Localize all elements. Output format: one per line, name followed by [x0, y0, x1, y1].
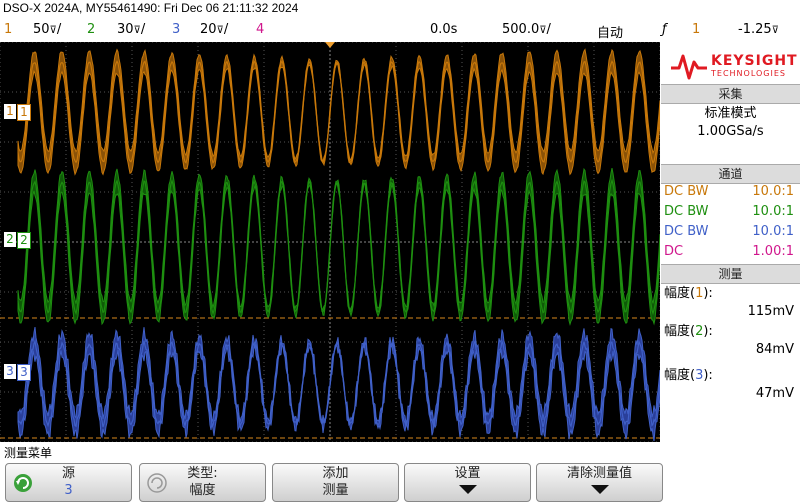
ch2-label: 2 [17, 232, 31, 249]
ch1-scale[interactable]: 50⊽/ [33, 22, 62, 37]
measurement-1-label: 幅度(1): [664, 286, 713, 301]
keysight-wave-icon [671, 54, 707, 80]
measurement-3-value: 47mV [755, 386, 794, 401]
ch3-label: 3 [17, 364, 31, 381]
measure-header: 测量 [661, 264, 800, 284]
settings-softkey[interactable]: 设置 [404, 463, 531, 502]
ch3-scale[interactable]: 20⊽/ [200, 22, 229, 37]
measurement-3-label: 幅度(3): [664, 368, 713, 383]
ch1-info: DC BW 10.0:1 [664, 184, 794, 199]
measurement-2-value: 84mV [755, 342, 794, 357]
time-scale[interactable]: 500.0⊽/ [502, 22, 551, 37]
ch1-label: 1 [17, 104, 31, 121]
acquisition-header: 采集 [661, 84, 800, 104]
ch4-number[interactable]: 4 [256, 22, 265, 37]
ch2-scale[interactable]: 30⊽/ [117, 22, 146, 37]
status-bar: 1 50⊽/ 2 30⊽/ 3 20⊽/ 4 0.0s 500.0⊽/ 自动 ƒ… [0, 20, 800, 42]
acquisition-mode: 标准模式 [704, 106, 757, 121]
waveform-area[interactable] [0, 41, 661, 443]
trigger-mode[interactable]: 自动 [597, 26, 624, 41]
clear-measurements-softkey[interactable]: 清除测量值 [536, 463, 663, 502]
ch3-waveform [17, 327, 661, 442]
ch1-ground-marker[interactable]: 1 [4, 104, 16, 119]
waveforms [17, 48, 661, 442]
ch1-waveform [17, 48, 661, 176]
entry-knob-icon [147, 473, 167, 493]
waveform-display[interactable]: 1 1 2 2 3 3 [0, 41, 661, 443]
submenu-arrow-icon [590, 485, 609, 494]
sample-rate: 1.00GSa/s [697, 124, 764, 139]
brand-name: KEYSIGHT [711, 53, 798, 69]
channels-header: 通道 [661, 164, 800, 184]
ch1-number[interactable]: 1 [4, 22, 13, 37]
measurement-2-label: 幅度(2): [664, 324, 713, 339]
ch2-number[interactable]: 2 [87, 22, 96, 37]
ch2-info: DC BW 10.0:1 [664, 204, 794, 219]
measurement-1-value: 115mV [747, 304, 794, 319]
ch3-ground-marker[interactable]: 3 [4, 364, 16, 379]
ch2-waveform [17, 167, 661, 326]
ch4-info: DC 1.00:1 [664, 244, 794, 259]
trigger-source[interactable]: 1 [692, 22, 701, 37]
window-title: DSO-X 2024A, MY55461490: Fri Dec 06 21:1… [3, 1, 299, 15]
add-measurement-softkey[interactable]: 添加 测量 [272, 463, 399, 502]
keysight-logo: KEYSIGHT TECHNOLOGIES [667, 48, 797, 84]
menu-title: 测量菜单 [4, 446, 53, 460]
type-softkey[interactable]: 类型: 幅度 [139, 463, 266, 502]
time-position[interactable]: 0.0s [430, 22, 458, 37]
trigger-level[interactable]: -1.25⊽ [738, 22, 779, 37]
ch2-ground-marker[interactable]: 2 [4, 232, 16, 247]
ch3-info: DC BW 10.0:1 [664, 224, 794, 239]
brand-subtitle: TECHNOLOGIES [711, 69, 786, 78]
trigger-edge-icon: ƒ [662, 22, 667, 37]
ch3-number[interactable]: 3 [172, 22, 181, 37]
entry-knob-icon [14, 474, 32, 492]
submenu-arrow-icon [458, 485, 477, 494]
info-sidebar: KEYSIGHT TECHNOLOGIES 采集 标准模式 1.00GSa/s … [661, 42, 800, 442]
